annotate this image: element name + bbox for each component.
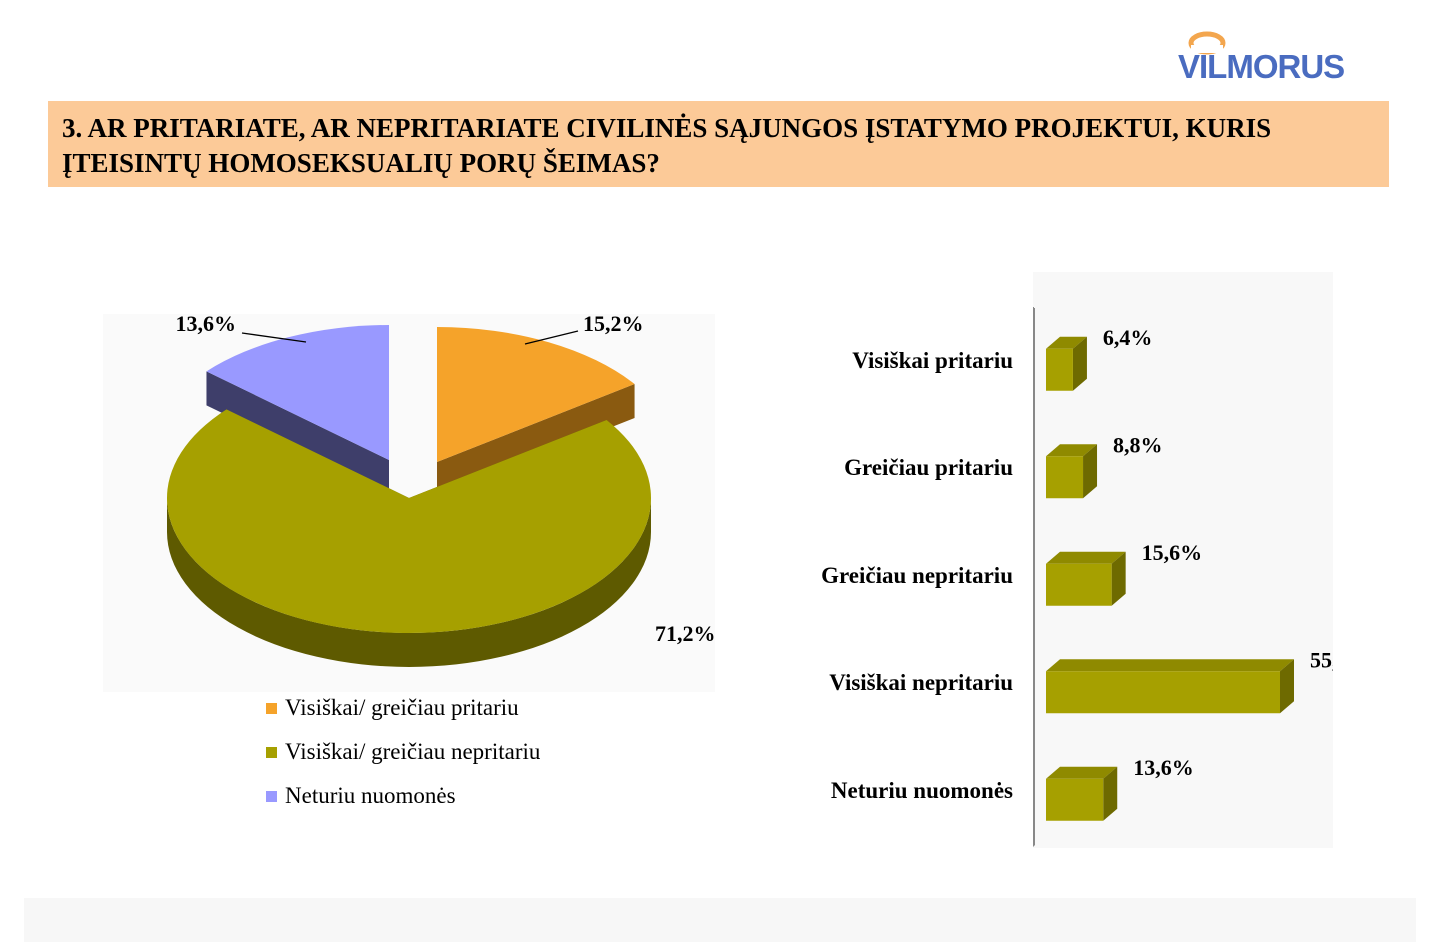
bar-value-label: 8,8% [1113, 432, 1163, 457]
bar [1046, 563, 1112, 606]
legend-swatch [266, 746, 277, 758]
bar-category-label: Visiškai nepritariu [829, 670, 1013, 696]
bar [1046, 671, 1280, 714]
bar [1046, 456, 1084, 499]
pie-slice-side [206, 371, 389, 494]
pie-leader-line [524, 330, 579, 345]
bar-side [1111, 551, 1126, 606]
pie-value-label: 71,2% [655, 621, 716, 646]
footer-band [24, 898, 1416, 942]
vilmorus-logo: VILMORUS [1170, 26, 1385, 90]
bar-chart: 6,4% 8,8% 15,6% 55,6% 13,6% [1033, 272, 1333, 848]
legend-swatch [266, 790, 277, 802]
legend-label: Neturiu nuomonės [285, 783, 456, 808]
pie-leader-line [241, 332, 307, 343]
bar-value-label: 55,6% [1310, 647, 1333, 672]
bar-top [1046, 766, 1118, 779]
legend-item: Visiškai/ greičiau pritariu [266, 686, 540, 730]
title-band: 3. AR PRITARIATE, AR NEPRITARIATE CIVILI… [48, 101, 1389, 187]
pie-slice [437, 327, 635, 462]
page-title: 3. AR PRITARIATE, AR NEPRITARIATE CIVILI… [62, 113, 1272, 178]
bar [1046, 348, 1073, 391]
bar-value-label: 15,6% [1142, 540, 1203, 565]
pie-value-label: 15,2% [583, 311, 644, 336]
bar-category-labels: Visiškai pritariu Greičiau pritariu Greiči… [700, 300, 1013, 850]
logo-swoosh-icon [1188, 31, 1226, 55]
bar-side [1103, 766, 1118, 821]
pie-slice-wall [167, 498, 651, 667]
bar-top [1046, 444, 1098, 457]
bar-top [1046, 551, 1126, 564]
bar-value-label: 6,4% [1103, 325, 1153, 350]
pie-chart [103, 314, 715, 692]
pie-slice [206, 325, 389, 460]
pie-slice [166, 409, 651, 633]
bar-category-label: Greičiau pritariu [844, 455, 1013, 481]
logo-text: VILMORUS [1178, 48, 1345, 85]
pie-value-label: 13,6% [176, 311, 237, 336]
bar-side [1072, 336, 1087, 391]
bar-top [1046, 336, 1087, 349]
bar [1046, 778, 1104, 821]
bar-category-label: Neturiu nuomonės [830, 777, 1013, 803]
pie-legend: Visiškai/ greičiau pritariu Visiškai/ gre… [266, 686, 540, 818]
bar-category-label: Visiškai pritariu [852, 347, 1013, 373]
bar-side [1280, 659, 1294, 714]
pie-labels: 15,2% 71,2% 13,6% [176, 311, 716, 646]
bar-value-label: 13,6% [1133, 755, 1194, 780]
legend-label: Visiškai/ greičiau pritariu [285, 695, 519, 720]
legend-item: Neturiu nuomonės [266, 774, 540, 818]
bar-side [1083, 444, 1098, 499]
bar-category-label: Greičiau nepritariu [821, 562, 1013, 588]
bar-top [1046, 659, 1294, 672]
legend-label: Visiškai/ greičiau nepritariu [285, 739, 541, 764]
legend-item: Visiškai/ greičiau nepritariu [266, 730, 540, 774]
legend-swatch [266, 702, 277, 714]
